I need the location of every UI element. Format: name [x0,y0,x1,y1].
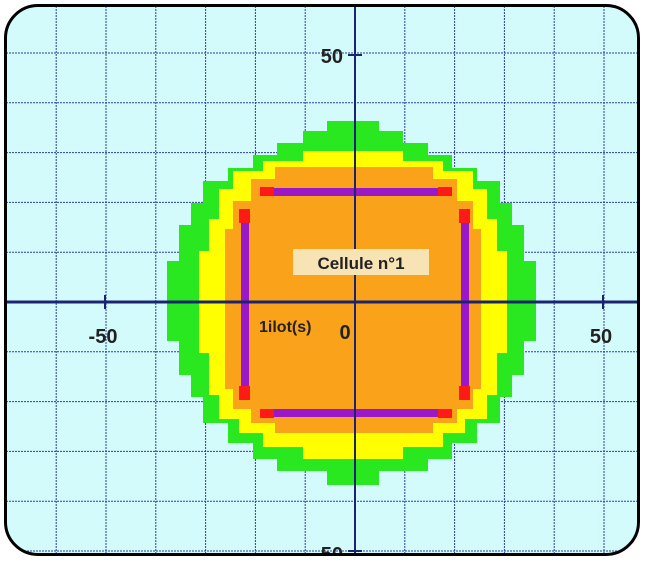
red-boundary [239,187,470,418]
ilot-count-label: 1ilot(s) [259,319,311,336]
x-tick-label-neg50: -50 [89,326,118,348]
cell-map: -50 50 50 -50 0 Cellule n°1 1ilot(s) [7,7,637,556]
map-frame: -50 50 50 -50 0 Cellule n°1 1ilot(s) [4,4,640,556]
orange-zone [225,167,481,433]
axis-ticks [104,54,604,552]
cell-label-background [293,249,429,275]
y-tick-label-neg50: -50 [314,544,343,556]
y-tick-label-50: 50 [321,46,343,68]
x-tick-label-50: 50 [590,326,612,348]
cell-label: Cellule n°1 [317,254,404,273]
origin-label: 0 [339,322,350,344]
